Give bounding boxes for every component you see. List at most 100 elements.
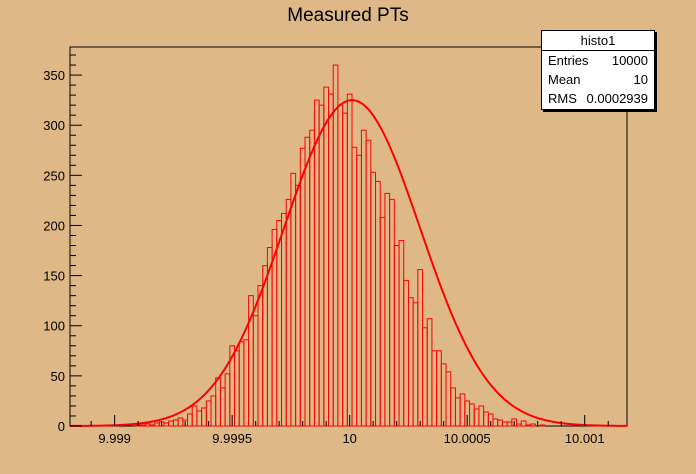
- y-tick-label: 100: [43, 319, 65, 334]
- histogram-bin: [219, 387, 226, 427]
- stats-box: histo1 Entries 10000 Mean 10 RMS 0.00029…: [541, 30, 655, 110]
- gaussian-fit-curve: [69, 99, 627, 427]
- y-tick-label: 50: [51, 369, 65, 384]
- histogram-bin: [478, 405, 485, 427]
- histogram-bin: [501, 421, 508, 427]
- histogram-bin: [168, 420, 174, 427]
- histogram-bin: [177, 417, 184, 427]
- histogram-bin: [154, 422, 160, 427]
- histogram-bin: [163, 422, 170, 427]
- histogram-bin: [191, 405, 198, 427]
- histogram-bin: [262, 265, 268, 427]
- y-tick-label: 200: [43, 218, 65, 233]
- x-tick-label: 10.0005: [444, 431, 491, 446]
- stats-label-mean: Mean: [548, 72, 581, 87]
- histogram-bin: [210, 395, 217, 427]
- y-tick-label: 300: [43, 118, 65, 133]
- histogram-bin: [483, 411, 489, 427]
- histogram-bin: [539, 424, 546, 427]
- histogram-bin: [196, 410, 203, 427]
- stats-row-entries: Entries 10000: [542, 51, 654, 70]
- stats-row-rms: RMS 0.0002939: [542, 89, 654, 108]
- y-tick-label: 150: [43, 269, 65, 284]
- histogram-bin: [201, 407, 207, 427]
- histogram-bin: [285, 198, 292, 427]
- histogram-bin: [328, 93, 334, 427]
- histogram-bin: [516, 423, 522, 427]
- histogram-bin: [257, 285, 264, 427]
- histogram-bin: [459, 393, 466, 427]
- histogram-bin: [450, 387, 456, 427]
- histogram-bin: [144, 423, 151, 427]
- histogram-bin: [238, 341, 245, 427]
- histogram-bin: [360, 129, 367, 427]
- histogram-bin: [149, 424, 156, 427]
- histogram-bin: [309, 129, 315, 427]
- histogram-bin: [323, 86, 330, 427]
- histogram-bin: [469, 403, 475, 427]
- histogram-bin: [276, 219, 283, 427]
- stats-row-mean: Mean 10: [542, 70, 654, 89]
- histogram-bin: [356, 154, 362, 427]
- y-tick-label: 250: [43, 168, 65, 183]
- histogram-bin: [281, 212, 287, 427]
- histogram-bin: [431, 350, 438, 427]
- histogram-bin: [224, 373, 231, 427]
- histogram-bin: [234, 350, 240, 427]
- histogram-bin: [252, 315, 259, 427]
- histogram-bin: [422, 327, 428, 427]
- histogram-bin: [530, 423, 536, 427]
- histogram-bin: [342, 112, 348, 427]
- histogram-bin: [290, 172, 297, 427]
- histogram-bin: [295, 184, 301, 427]
- stats-label-entries: Entries: [548, 53, 589, 68]
- histogram-bin: [299, 147, 306, 427]
- histogram-bin: [454, 397, 461, 427]
- histogram-bin: [304, 136, 311, 427]
- histogram-bin: [492, 418, 499, 427]
- histogram-bin: [407, 297, 414, 427]
- histogram-bin: [417, 269, 424, 427]
- histogram-bin: [426, 318, 433, 427]
- stats-value-entries: 10000: [611, 53, 648, 68]
- histogram-bin: [440, 363, 447, 427]
- chart-title: Measured PTs: [287, 5, 409, 26]
- y-tick-label: 0: [58, 419, 65, 434]
- histogram-bin: [473, 408, 480, 427]
- histogram-bin: [172, 419, 179, 427]
- histogram-bin: [337, 104, 344, 427]
- histogram-bin: [520, 420, 527, 427]
- histogram-bin: [365, 139, 372, 427]
- histogram-bin: [140, 424, 146, 427]
- histogram-bin: [412, 302, 419, 427]
- histogram-bin: [403, 280, 409, 427]
- stats-value-mean: 10: [633, 72, 648, 87]
- histogram-bin: [332, 64, 339, 427]
- stats-value-rms: 0.0002939: [586, 91, 648, 106]
- histogram-bin: [375, 180, 381, 427]
- stats-label-rms: RMS: [548, 91, 577, 106]
- histogram-bin: [351, 146, 358, 427]
- histogram-bin: [243, 339, 250, 427]
- histogram-bin: [525, 424, 532, 427]
- histogram-bin: [187, 413, 193, 427]
- histogram-bin: [313, 99, 320, 427]
- x-tick-label: 10: [342, 431, 356, 446]
- x-tick-label: 9.9995: [212, 431, 252, 446]
- histogram-bin: [398, 240, 405, 427]
- plot-area: 0 50 100 150 200 250 300 350 9.999 9.9995 10 10.000…: [43, 46, 628, 446]
- histogram-bin: [379, 216, 386, 427]
- histogram-bin: [445, 371, 452, 427]
- histogram-bin: [318, 104, 325, 427]
- histogram-bin: [436, 350, 442, 427]
- histogram-bin: [370, 171, 377, 427]
- histogram-bin: [346, 93, 353, 427]
- stats-box-name: histo1: [542, 31, 654, 51]
- x-tick-label: 10.001: [565, 431, 605, 446]
- histogram-bin: [389, 198, 395, 427]
- histogram-bin: [393, 245, 400, 427]
- y-tick-label: 350: [43, 68, 65, 83]
- x-tick-label: 9.999: [98, 431, 131, 446]
- histogram-bin: [497, 419, 503, 427]
